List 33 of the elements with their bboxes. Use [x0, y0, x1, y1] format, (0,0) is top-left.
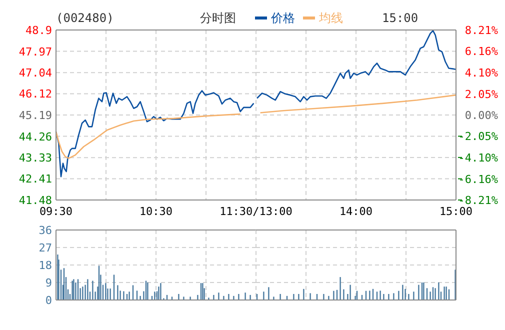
y-tick-label: 0 — [45, 294, 52, 307]
x-tick-label: 15:00 — [439, 205, 473, 218]
x-tick-label: 09:30 — [39, 205, 73, 218]
y-tick-label: 48.9 — [26, 24, 52, 37]
y-tick-label: 44.26 — [18, 130, 52, 144]
y-tick-label: 27 — [38, 242, 52, 254]
x-tick-label: 11:30/13:00 — [220, 205, 292, 218]
y2-tick-label: 4.10% — [464, 66, 498, 80]
legend-label: 价格 — [270, 11, 295, 25]
y2-tick-label: -2.05% — [458, 130, 498, 144]
y2-tick-label: -6.16% — [458, 172, 498, 186]
y2-tick-label: 6.16% — [464, 45, 498, 58]
y-tick-label: 18 — [38, 259, 52, 272]
text: 15:00 — [382, 11, 418, 25]
y-tick-label: 9 — [45, 276, 52, 290]
y2-tick-label: -8.21% — [458, 194, 498, 207]
chart-title: (002480) — [56, 11, 114, 25]
y2-tick-label: 0.00% — [464, 109, 498, 122]
y-tick-label: 36 — [38, 224, 52, 237]
y-tick-label: 47.04 — [18, 66, 52, 80]
y-tick-label: 42.41 — [18, 172, 52, 186]
y-tick-label: 46.12 — [18, 88, 52, 101]
x-tick-label: 14:00 — [339, 205, 373, 218]
y2-tick-label: 8.21% — [464, 24, 498, 37]
y2-tick-label: 2.05% — [464, 88, 498, 101]
y2-tick-label: -4.10% — [458, 151, 498, 164]
y-tick-label: 45.19 — [18, 109, 52, 122]
y-tick-label: 41.48 — [18, 194, 52, 207]
chart-subtitle: 分时图 — [200, 11, 236, 25]
y-tick-label: 47.97 — [18, 45, 52, 58]
legend-label: 均线 — [318, 11, 343, 25]
y-tick-label: 43.33 — [18, 152, 52, 165]
x-tick-label: 10:30 — [139, 205, 173, 218]
